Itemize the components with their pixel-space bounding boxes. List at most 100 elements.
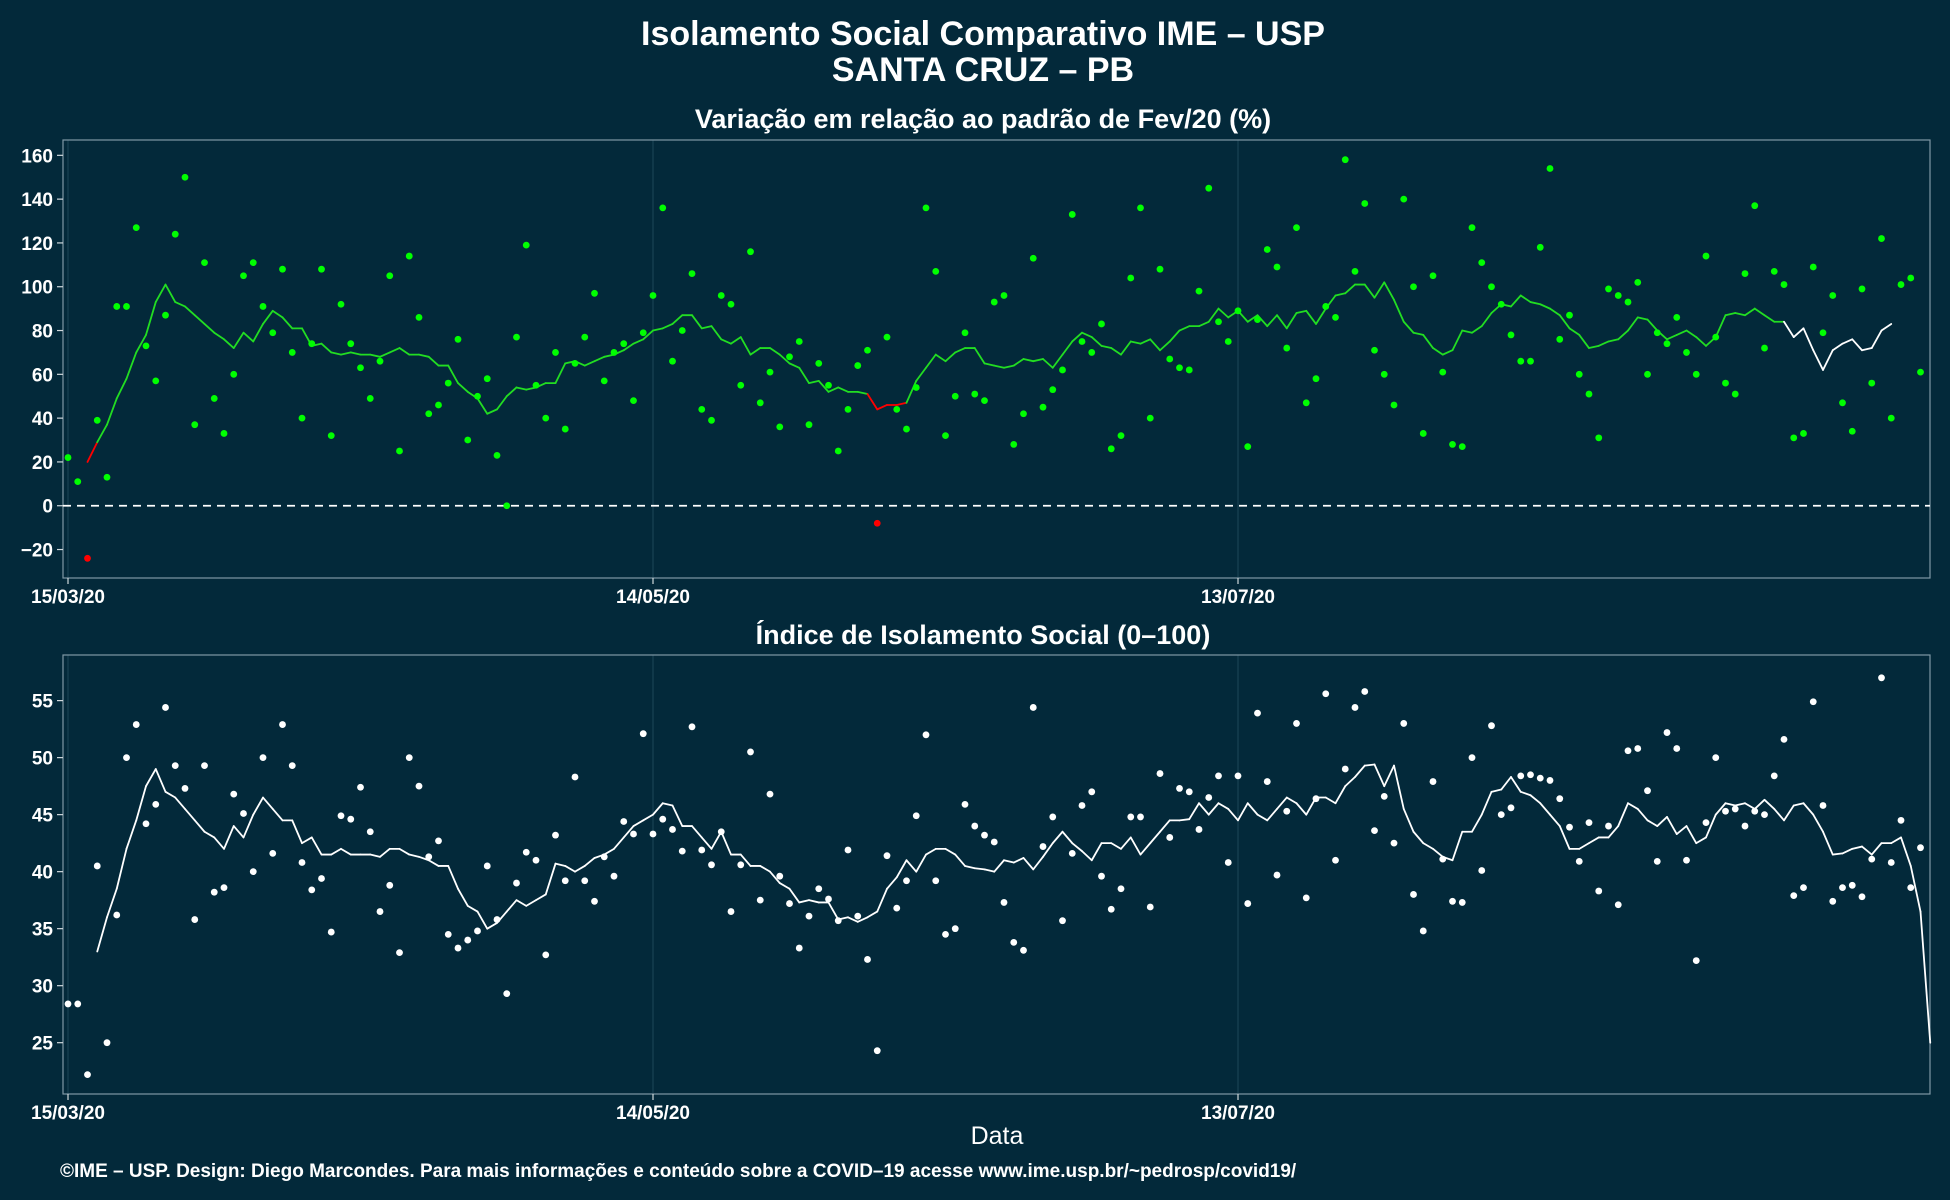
p1-ma-segment (154, 283, 167, 303)
p2-ma-segment (427, 859, 440, 867)
p1-data-point (669, 357, 676, 365)
p2-data-point (1751, 807, 1759, 815)
p1-ma-segment (349, 351, 362, 356)
p1-ma-segment (1217, 307, 1230, 319)
p2-data-point (1634, 745, 1642, 752)
p1-ma-segment (1724, 312, 1737, 317)
p2-ma-segment (993, 859, 1005, 873)
p2-data-point (1302, 894, 1310, 902)
p2-ma-segment (1178, 818, 1191, 822)
p1-ma-segment (96, 423, 108, 444)
p1-data-point (1312, 375, 1320, 383)
p2-y-tick-label-2: 35 (32, 920, 54, 941)
p2-data-point (396, 949, 403, 957)
p2-data-point (630, 830, 637, 838)
p2-data-point (357, 783, 364, 791)
p1-data-point (1010, 441, 1018, 448)
p2-ma-segment (1900, 836, 1912, 867)
p2-ma-segment (1763, 798, 1776, 810)
p2-ma-segment (398, 847, 411, 856)
p1-ma-segment (1432, 347, 1444, 356)
p2-data-point (386, 881, 394, 889)
p2-ma-segment (1324, 796, 1337, 805)
p1-data-point (132, 224, 140, 232)
p2-data-point (1195, 826, 1203, 833)
p2-data-point (444, 930, 452, 938)
p1-ma-segment (973, 347, 986, 365)
p2-ma-segment (1129, 836, 1142, 856)
p1-y-tick-label-1: 0 (42, 497, 53, 518)
p1-ma-segment (252, 323, 264, 343)
p1-data-point (1371, 346, 1378, 354)
p2-data-point (249, 868, 257, 876)
p1-ma-segment (379, 351, 391, 358)
p1-ma-segment (1617, 329, 1629, 341)
p1-data-point (405, 252, 413, 260)
p2-data-point (1361, 688, 1369, 695)
p2-data-point (1907, 884, 1915, 892)
p2-ma-segment (632, 819, 645, 827)
p1-data-point (1780, 281, 1788, 288)
p1-data-point (552, 349, 559, 356)
p1-ma-segment (515, 386, 528, 391)
p2-data-point (1595, 887, 1603, 895)
p1-ma-segment (1646, 318, 1659, 332)
p2-ma-segment (476, 910, 489, 930)
p2-data-point (903, 877, 910, 885)
p1-data-point (376, 357, 384, 365)
p1-data-point (337, 300, 345, 308)
p1-data-point (347, 340, 355, 348)
p1-data-point (1059, 366, 1066, 374)
p2-data-point (1049, 813, 1057, 821)
p1-ma-segment (1081, 331, 1093, 339)
p2-data-point (132, 721, 140, 728)
p1-data-point (201, 259, 208, 267)
p2-y-tick-label-3: 40 (32, 863, 53, 884)
p2-ma-segment (544, 862, 557, 896)
p1-ma-segment (1276, 314, 1288, 330)
p1-y-tick-label-9: 160 (21, 146, 53, 167)
p2-ma-segment (1285, 796, 1298, 805)
p1-ma-segment (954, 347, 966, 354)
p2-ma-segment (1714, 802, 1727, 816)
p1-data-point (1224, 338, 1232, 345)
p2-ma-segment (1402, 808, 1415, 833)
p1-data-point (971, 390, 979, 398)
p2-data-point (971, 822, 979, 830)
p2-plot-frame (62, 654, 1931, 1095)
p1-ma-segment (115, 377, 128, 400)
p1-data-point (1556, 335, 1564, 343)
p2-data-point (805, 912, 813, 920)
p2-ma-segment (1227, 808, 1239, 822)
p1-data-point (84, 554, 91, 562)
p1-data-point (815, 359, 823, 367)
p2-data-point (1429, 778, 1437, 785)
p1-data-point (600, 377, 608, 385)
p2-data-point (1371, 827, 1378, 834)
p2-y-tick-label-1: 30 (32, 977, 53, 998)
p2-ma-segment (291, 819, 303, 845)
p2-data-point (1390, 839, 1398, 847)
p1-data-point (1585, 390, 1593, 398)
p2-data-point (1263, 778, 1271, 785)
p1-data-point (893, 405, 901, 413)
p2-data-point (1644, 787, 1651, 795)
p1-data-point (162, 311, 169, 319)
p2-ma-segment (691, 825, 703, 839)
p1-data-point (591, 289, 598, 297)
p1-data-point (113, 303, 121, 310)
p1-data-point (805, 421, 813, 429)
p1-ma-segment (1207, 307, 1220, 323)
p2-data-point (1566, 823, 1573, 831)
p1-data-point (951, 392, 959, 400)
p2-ma-segment (242, 813, 255, 839)
p1-data-point (737, 381, 745, 389)
p2-data-point (600, 853, 608, 861)
p2-data-point (951, 925, 959, 933)
p2-data-point (513, 879, 520, 887)
p2-ma-segment (535, 893, 547, 902)
p2-ma-segment (866, 910, 879, 919)
p1-data-point (1663, 340, 1671, 348)
p2-data-point (1166, 834, 1174, 841)
p2-ma-segment (1188, 802, 1200, 821)
